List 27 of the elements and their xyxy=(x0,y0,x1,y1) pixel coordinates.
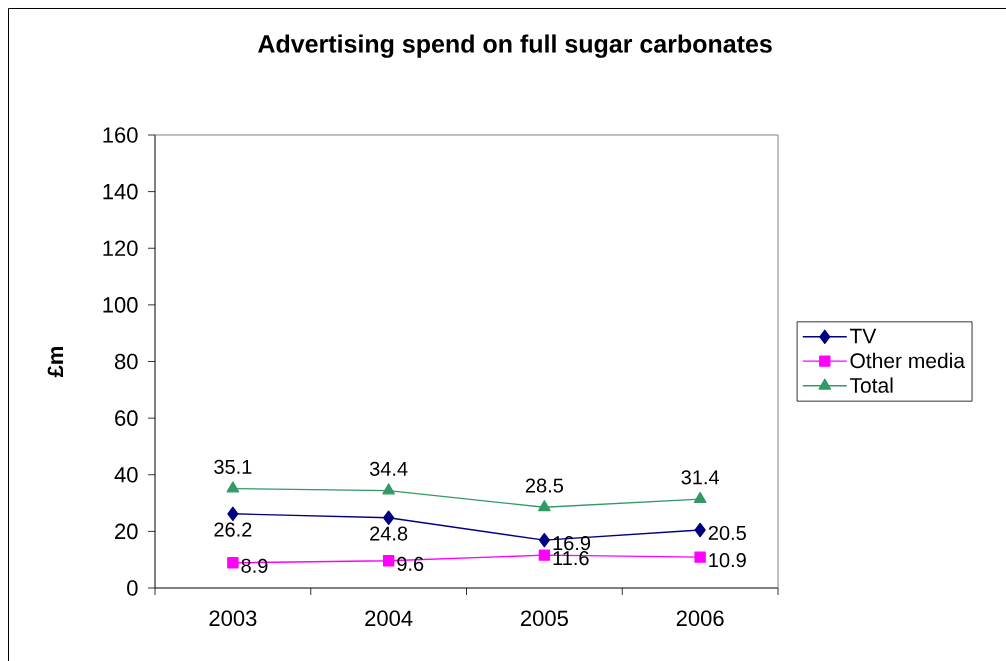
data-label: 26.2 xyxy=(214,522,252,537)
y-tick-label: 100 xyxy=(103,297,138,313)
legend-label: Total xyxy=(849,377,893,393)
x-tick-label: 2005 xyxy=(521,610,568,627)
data-label: 24.8 xyxy=(370,526,408,541)
y-tick-label: 60 xyxy=(115,410,138,426)
x-tick-label: 2006 xyxy=(676,610,724,627)
data-label: 10.9 xyxy=(709,553,746,568)
y-tick-label: 40 xyxy=(114,466,138,483)
y-tick-label: 120 xyxy=(103,240,138,257)
data-label: 31.4 xyxy=(681,470,719,485)
data-label: 20.5 xyxy=(708,525,746,541)
legend-label: TV xyxy=(849,328,877,344)
y-axis-title: £m xyxy=(47,346,63,378)
legend-label: Other media xyxy=(850,352,966,369)
y-tick-label: 140 xyxy=(103,183,138,200)
data-label: 16.9 xyxy=(553,536,591,551)
chart-title: Advertising spend on full sugar carbonates xyxy=(258,34,772,58)
data-label: 28.5 xyxy=(525,478,563,493)
data-label: 34.4 xyxy=(369,461,408,476)
y-tick-label: 160 xyxy=(103,127,138,143)
x-tick-label: 2003 xyxy=(209,610,257,627)
data-label: 35.1 xyxy=(214,459,252,474)
x-tick-label: 2004 xyxy=(365,610,413,627)
y-tick-label: 20 xyxy=(115,523,138,540)
y-tick-label: 0 xyxy=(127,580,138,596)
y-tick-label: 80 xyxy=(114,353,138,370)
